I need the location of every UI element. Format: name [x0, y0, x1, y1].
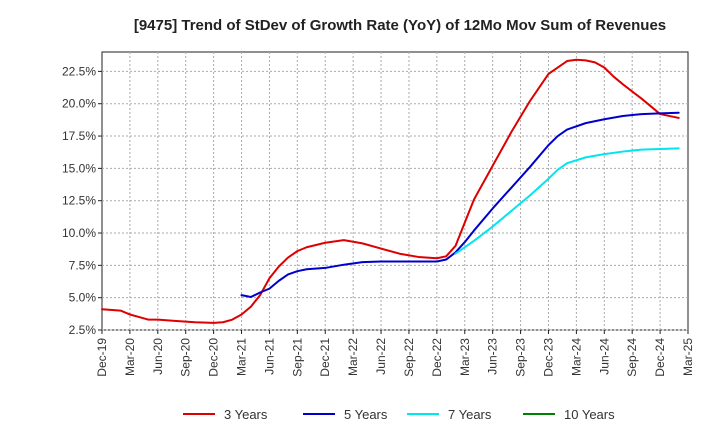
y-tick-label: 12.5% [62, 194, 96, 208]
y-axis: 2.5% 5.0% 7.5% 10.0% 12.5% 15.0% 17.5% 20.0% 22.… [62, 64, 102, 337]
x-tick-label: Dec-23 [541, 338, 555, 377]
y-tick-label: 20.0% [62, 97, 96, 111]
x-tick-label: Sep-23 [514, 338, 528, 377]
x-tick-label: Mar-22 [346, 338, 360, 376]
y-tick-label: 7.5% [69, 258, 97, 272]
x-tick-label: Dec-24 [653, 338, 667, 377]
y-tick-label: 2.5% [69, 323, 97, 337]
x-tick-label: Sep-20 [179, 338, 193, 377]
legend-label-7-years: 7 Years [448, 407, 492, 422]
series-layer [101, 58, 680, 324]
y-tick-label: 5.0% [69, 291, 97, 305]
x-tick-label: Dec-19 [95, 338, 109, 377]
series-line-5-years [240, 111, 680, 299]
x-tick-label: Mar-23 [458, 338, 472, 376]
x-tick-label: Dec-22 [430, 338, 444, 377]
x-tick-label: Sep-21 [290, 338, 304, 377]
grid-lines [102, 52, 688, 331]
series-line-7-years [454, 147, 680, 255]
x-tick-label: Jun-22 [374, 338, 388, 375]
x-tick-label: Jun-21 [262, 338, 276, 375]
plot-frame [101, 51, 689, 331]
x-tick-label: Sep-22 [402, 338, 416, 377]
y-tick-label: 22.5% [62, 64, 96, 78]
x-tick-label: Dec-20 [207, 338, 221, 377]
y-tick-label: 17.5% [62, 129, 96, 143]
legend-label-3-years: 3 Years [224, 407, 268, 422]
x-tick-label: Sep-24 [625, 338, 639, 377]
plot-area [101, 51, 689, 331]
x-tick-label: Jun-24 [597, 338, 611, 375]
legend: 3 Years 5 Years 7 Years 10 Years [183, 407, 615, 422]
y-tick-label: 15.0% [62, 161, 96, 175]
x-axis: Dec-19 Mar-20 Jun-20 Sep-20 Dec-20 Mar-21 Jun-… [95, 330, 695, 377]
x-tick-label: Jun-23 [486, 338, 500, 375]
x-tick-label: Mar-21 [235, 338, 249, 376]
legend-label-10-years: 10 Years [564, 407, 615, 422]
x-tick-label: Mar-24 [569, 338, 583, 376]
x-tick-label: Jun-20 [151, 338, 165, 375]
x-tick-label: Mar-20 [123, 338, 137, 376]
x-tick-label: Dec-21 [318, 338, 332, 377]
x-tick-label: Mar-25 [681, 338, 695, 376]
y-tick-label: 10.0% [62, 226, 96, 240]
legend-label-5-years: 5 Years [344, 407, 388, 422]
chart-title: [9475] Trend of StDev of Growth Rate (Yo… [134, 17, 666, 34]
series-line-3-years [101, 58, 680, 324]
